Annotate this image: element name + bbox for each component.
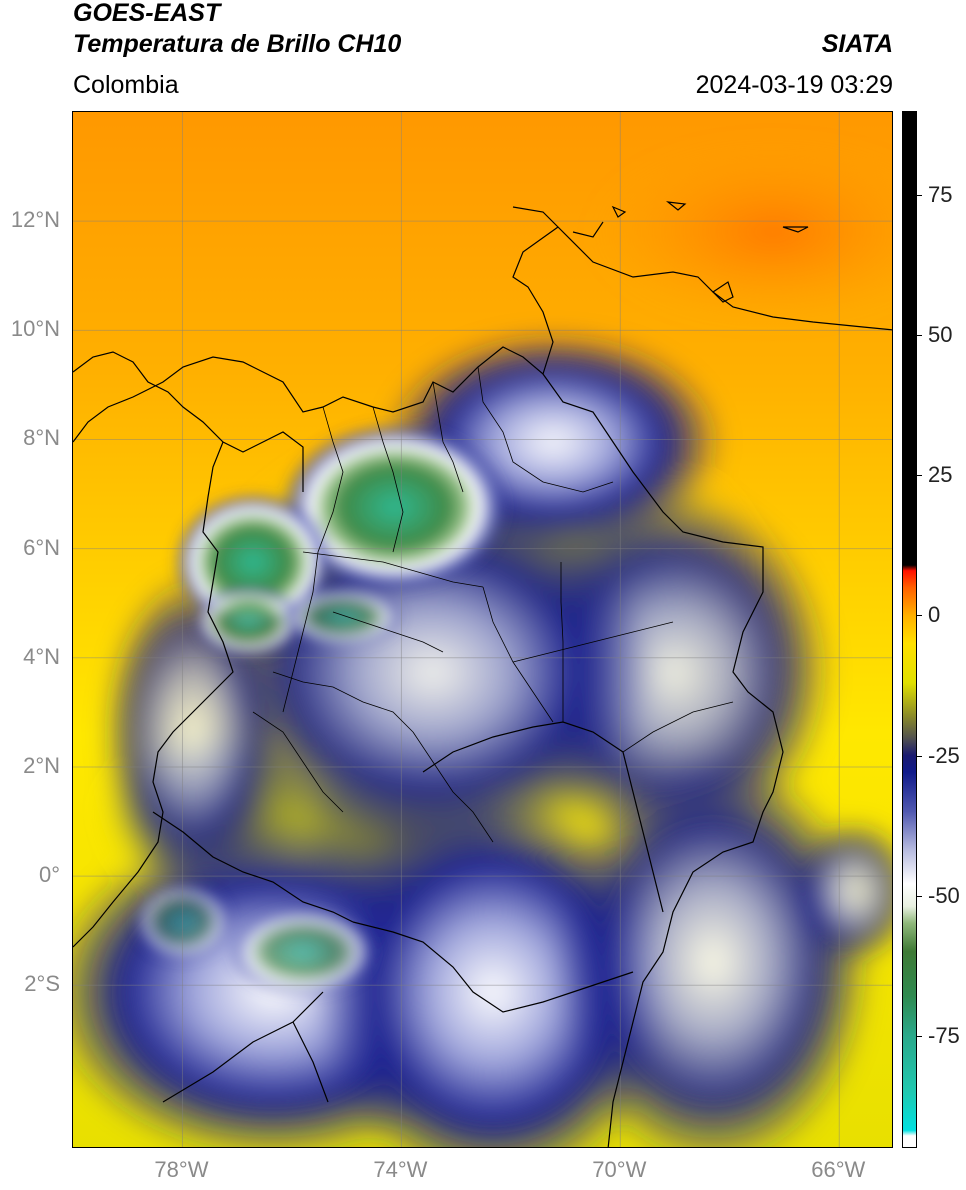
colorbar-tick-mark	[917, 195, 922, 197]
lat-tick-label: 12°N	[10, 207, 60, 233]
lat-tick-label: 4°N	[23, 643, 60, 669]
lat-tick-label: 2°N	[23, 752, 60, 778]
colorbar-tick-mark	[917, 1035, 922, 1037]
brand-label: SIATA	[821, 30, 893, 58]
lat-tick-label: 8°N	[23, 425, 60, 451]
colorbar-tick-label: -50	[928, 882, 960, 908]
colorbar-tick-mark	[917, 615, 922, 617]
storm-cores	[133, 422, 510, 997]
lat-tick-label: 2°S	[24, 971, 60, 997]
colorbar-tick-label: -25	[928, 742, 960, 768]
product-subtitle: Temperatura de Brillo CH10	[73, 30, 402, 58]
satellite-map[interactable]	[72, 111, 893, 1148]
colorbar-tick-mark	[917, 475, 922, 477]
colorbar-tick-mark	[917, 755, 922, 757]
lon-tick-label: 78°W	[154, 1157, 209, 1182]
lat-tick-label: 10°N	[10, 316, 60, 342]
colorbar-tick-label: 50	[928, 322, 953, 348]
region-label: Colombia	[73, 71, 179, 99]
timestamp-label: 2024-03-19 03:29	[695, 71, 893, 99]
colorbar-tick-label: -75	[928, 1022, 960, 1048]
colorbar-tick-mark	[917, 335, 922, 337]
map-canvas	[73, 112, 892, 1147]
admin-borders	[252, 366, 734, 843]
lon-tick-label: 70°W	[592, 1157, 647, 1182]
colorbar-tick-label: 25	[928, 462, 953, 488]
lat-tick-label: 0°	[38, 862, 60, 888]
colorbar-tick-mark	[917, 895, 922, 897]
coastline-and-borders	[73, 201, 892, 1147]
lon-tick-label: 74°W	[373, 1157, 428, 1182]
colorbar-tick-label: 75	[928, 182, 953, 208]
colorbar-tick-label: 0	[928, 602, 941, 628]
lat-tick-label: 6°N	[23, 534, 60, 560]
graticule	[73, 112, 892, 1147]
colorbar	[902, 111, 917, 1148]
product-title: GOES-EAST	[73, 0, 221, 27]
lon-tick-label: 66°W	[811, 1157, 866, 1182]
